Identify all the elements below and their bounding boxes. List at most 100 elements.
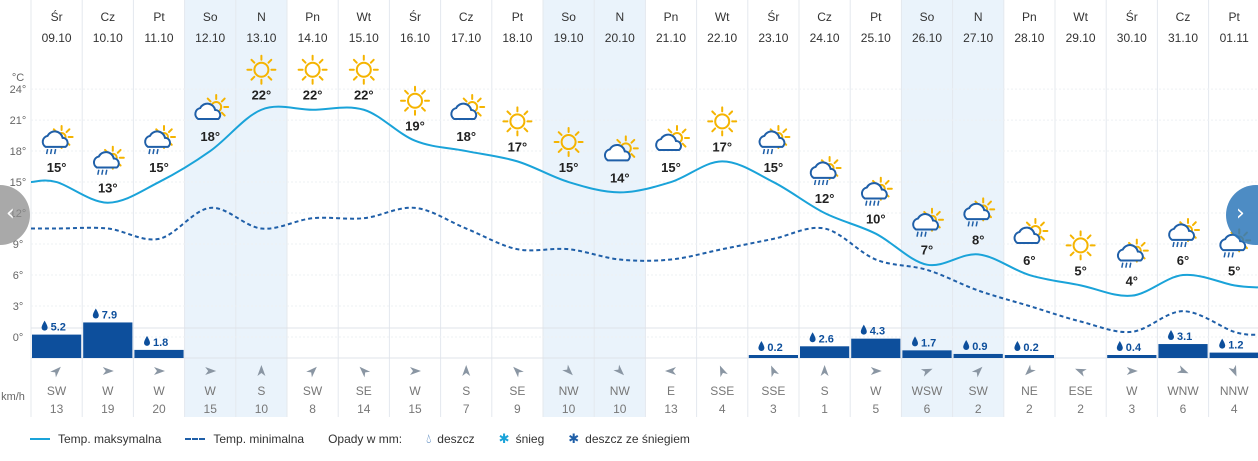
- raindrop-icon: [1168, 330, 1174, 341]
- cloud-shape: [1168, 223, 1195, 241]
- sun-ray: [557, 148, 563, 153]
- rain-sun-icon: [1116, 238, 1149, 268]
- wind-unit-label: km/h: [1, 391, 25, 403]
- day-name: Pt: [870, 10, 882, 24]
- sun-ray: [1069, 234, 1075, 240]
- day-date: 21.10: [656, 31, 686, 45]
- max-temp-label: 15°: [149, 160, 169, 175]
- legend-max-swatch: [30, 438, 50, 440]
- cloud-sun-icon: [603, 135, 639, 162]
- cloud-sun-icon: [450, 94, 486, 121]
- wind-speed: 15: [204, 402, 218, 416]
- legend-mixed: ✱ deszcz ze śniegiem: [568, 431, 690, 447]
- weekend-column: [543, 0, 595, 417]
- sun-ray: [206, 97, 212, 103]
- y-tick-label: 9°: [13, 239, 24, 251]
- day-name: Wt: [1073, 10, 1088, 24]
- sun-icon: [297, 54, 328, 85]
- rain-streak: [920, 231, 923, 237]
- rain-streak: [53, 148, 57, 155]
- wind-arrow-icon: [359, 366, 371, 378]
- day-date: 09.10: [42, 31, 72, 45]
- sun-ray: [574, 131, 580, 136]
- rain-value: 1.8: [153, 337, 168, 349]
- legend-min-swatch: [185, 438, 206, 440]
- rain-label: 5.2: [41, 320, 66, 334]
- rain-streak: [1176, 241, 1179, 248]
- wind-direction: SE: [509, 384, 525, 398]
- max-temp-label: 13°: [98, 181, 118, 196]
- rain-value: 1.7: [921, 337, 936, 349]
- sun-ray: [318, 58, 324, 64]
- rain-streak: [877, 200, 880, 206]
- day-name: Wt: [715, 10, 730, 24]
- max-temp-label: 6°: [1177, 253, 1189, 268]
- cloud-shape: [655, 133, 682, 152]
- max-temp-label: 17°: [508, 139, 528, 154]
- wind-arrow-icon: [870, 367, 882, 375]
- rain-label: 4.3: [860, 324, 885, 338]
- sun-ray: [220, 111, 226, 117]
- sun-ray: [1086, 234, 1092, 240]
- sun-ray: [1069, 251, 1075, 257]
- cloud-shape: [963, 202, 991, 221]
- max-temp-label: 15°: [559, 160, 579, 175]
- rain-streak: [770, 148, 774, 155]
- rain-value: 5.2: [51, 322, 66, 334]
- raindrop-icon: [758, 341, 765, 351]
- wind-speed: 8: [309, 402, 316, 416]
- wind-arrow-icon: [1176, 365, 1189, 374]
- wind-speed: 13: [50, 402, 64, 416]
- sleet-icon: ✱: [568, 431, 580, 446]
- sun-ray: [681, 128, 687, 134]
- max-temp-label: 22°: [303, 88, 323, 103]
- sun-ray: [935, 210, 941, 216]
- wind-arrow-icon: [562, 364, 573, 376]
- day-name: Cz: [1176, 10, 1191, 24]
- max-temp-label: 7°: [921, 243, 933, 258]
- wind-speed: 2: [975, 402, 982, 416]
- max-temp-label: 8°: [972, 232, 984, 247]
- wind-arrow-icon: [410, 367, 421, 375]
- wind-direction: WSW: [912, 384, 943, 398]
- max-temp-label: 5°: [1228, 263, 1240, 278]
- sun-ray: [476, 111, 482, 117]
- cloud-shape: [1013, 226, 1041, 245]
- cloud-sun-icon: [194, 94, 230, 121]
- wind-arrow-icon: [50, 366, 61, 378]
- legend-max-label: Temp. maksymalna: [58, 432, 162, 446]
- raindrop-icon: [809, 332, 816, 343]
- wind-direction: W: [102, 384, 114, 398]
- day-date: 18.10: [502, 31, 532, 45]
- rain-bar: [1004, 355, 1054, 358]
- rain-streak: [49, 148, 53, 155]
- day-name: Pn: [305, 10, 320, 24]
- chevron-right-icon: ›: [1236, 201, 1245, 226]
- legend-max: Temp. maksymalna: [30, 432, 161, 446]
- cloud-shape: [860, 182, 888, 200]
- wind-direction: W: [1126, 384, 1138, 398]
- day-date: 22.10: [707, 31, 737, 45]
- rain-value: 0.2: [1023, 342, 1038, 354]
- rain-streak: [152, 148, 155, 155]
- sun-ray: [250, 58, 256, 64]
- wind-arrow-icon: [306, 366, 317, 378]
- day-name: Pn: [1022, 10, 1037, 24]
- rain-streak: [817, 179, 821, 186]
- cloud-sun-icon: [655, 125, 690, 152]
- rain-streak: [924, 231, 927, 237]
- sun-ray: [352, 58, 358, 64]
- raindrop-icon: [41, 320, 48, 331]
- sun-icon: [502, 106, 533, 137]
- raindrop-icon: [1014, 341, 1021, 351]
- sun-ray: [220, 97, 226, 103]
- wind-direction: SSE: [761, 384, 785, 398]
- wind-arrow-icon: [771, 365, 780, 378]
- max-temp-label: 6°: [1023, 253, 1035, 268]
- sun-ray: [267, 75, 273, 81]
- day-date: 11.10: [144, 31, 173, 45]
- max-temp-label: 15°: [47, 160, 67, 175]
- rain-streak: [873, 200, 876, 206]
- rain-streak: [1184, 241, 1187, 248]
